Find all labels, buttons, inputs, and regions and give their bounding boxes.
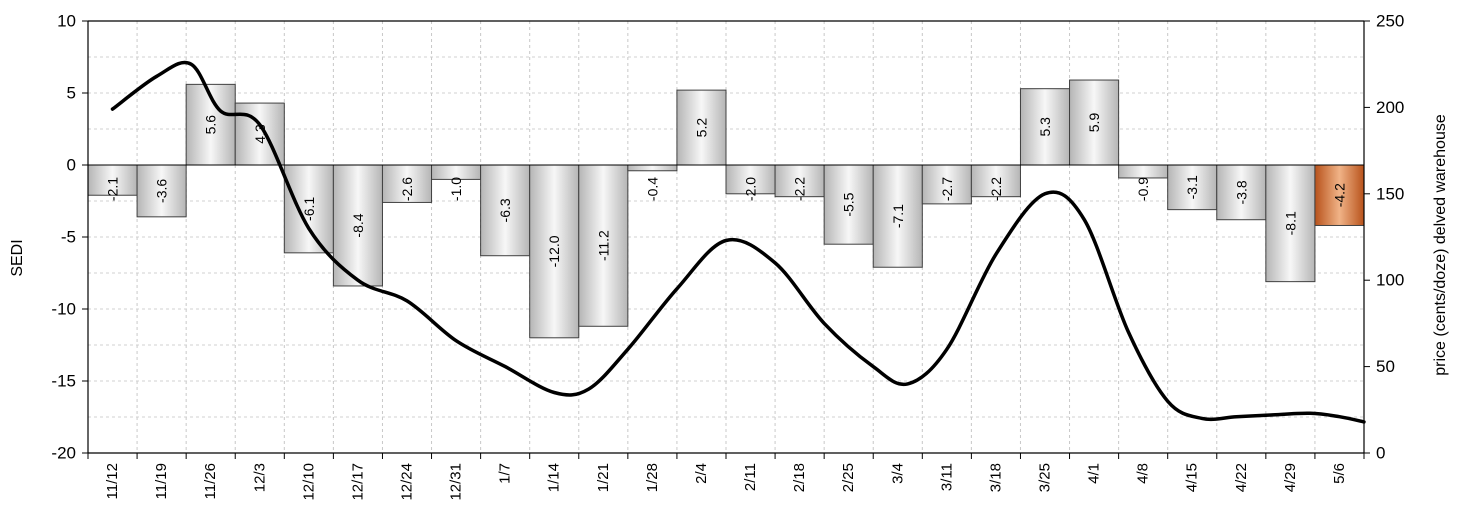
bar-data-label: -0.9 — [1135, 177, 1151, 201]
bar-3-4 — [872, 164, 923, 268]
x-tick-label: 2/18 — [791, 463, 808, 492]
bar-data-label: -8.4 — [350, 213, 366, 237]
bar-data-label: -12.0 — [546, 235, 562, 267]
x-tick-label: 1/28 — [644, 463, 661, 492]
x-tick-label: 4/22 — [1233, 463, 1250, 492]
left-tick-label: -10 — [51, 300, 76, 319]
x-axis-ticks: 11/12 11/19 11/26 12/3 12/10 12/17 12/24 12/31 1… — [87, 453, 1365, 501]
bar-12-10 — [283, 164, 334, 254]
bar-2-11 — [725, 164, 776, 195]
bar-data-label: -2.2 — [792, 177, 808, 201]
price-line-series — [110, 60, 1366, 424]
bar-data-label: -2.2 — [988, 177, 1004, 201]
right-tick-label: 150 — [1376, 184, 1404, 203]
bar-data-label: 5.6 — [203, 115, 219, 135]
bar-data-label: -5.5 — [841, 192, 857, 216]
x-tick-label: 4/15 — [1184, 463, 1201, 492]
bar-2-4 — [676, 89, 727, 166]
bar-data-label: -6.1 — [301, 197, 317, 221]
x-tick-label: 1/14 — [546, 463, 563, 492]
bar-data-label: -2.0 — [743, 177, 759, 201]
bar-4-1 — [1069, 79, 1120, 166]
x-tick-label: 3/25 — [1037, 463, 1054, 492]
y-axis-title: SEDI — [9, 239, 26, 276]
x-tick-label: 3/4 — [889, 463, 906, 484]
bar-data-label: -11.2 — [595, 230, 611, 261]
x-tick-label: 2/25 — [840, 463, 857, 492]
left-tick-label: 5 — [67, 84, 76, 103]
bar-4-8 — [1118, 164, 1169, 179]
right-axis-ticks: 250 200 150 100 50 0 — [1364, 12, 1404, 463]
bar-data-label: -7.1 — [890, 204, 906, 228]
bar-data-label: 5.9 — [1086, 113, 1102, 133]
x-tick-label: 3/18 — [987, 463, 1004, 492]
left-tick-label: 10 — [57, 12, 76, 31]
bar-4-22 — [1216, 164, 1267, 221]
bar-data-label: 5.2 — [694, 118, 710, 138]
left-tick-label: -15 — [51, 372, 76, 391]
grid-lines — [88, 20, 1364, 454]
bar-2-25 — [823, 164, 874, 245]
x-tick-label: 12/24 — [399, 463, 416, 501]
x-tick-label: 1/21 — [595, 463, 612, 492]
left-tick-label: -20 — [51, 444, 76, 463]
bar-data-label: 4.3 — [252, 124, 268, 144]
x-tick-label: 2/11 — [742, 463, 759, 491]
x-tick-label: 5/6 — [1331, 463, 1348, 484]
bar-1-14 — [529, 164, 580, 339]
bar-data-label: -2.7 — [939, 177, 955, 201]
bar-1-7 — [480, 164, 531, 257]
bar-4-15 — [1167, 164, 1218, 211]
bar-1-28 — [627, 164, 678, 172]
bar-data-label: -1.0 — [448, 177, 464, 201]
x-tick-label: 11/19 — [153, 463, 170, 499]
x-tick-label: 12/31 — [448, 463, 465, 501]
bar-4-29 — [1265, 164, 1316, 283]
bar-data-label: -8.1 — [1282, 211, 1298, 235]
bar-data-labels: -2.1 -3.6 5.6 4.3 -6.1 -8.4 -2.6 -1.0 -6.3 -12.0 -… — [105, 113, 1348, 268]
x-tick-label: 11/26 — [202, 463, 219, 499]
x-tick-label: 2/4 — [693, 463, 710, 484]
bar-data-label: -3.1 — [1184, 175, 1200, 199]
bar-data-label: -3.6 — [154, 179, 170, 203]
bar-data-label: -2.1 — [105, 177, 121, 201]
left-tick-label: -5 — [61, 228, 76, 247]
x-tick-label: 4/1 — [1086, 463, 1103, 484]
bar-data-label: -4.2 — [1332, 183, 1348, 207]
x-tick-label: 12/3 — [251, 463, 268, 492]
bar-data-label: -3.8 — [1233, 180, 1249, 204]
bar-12-24 — [381, 164, 433, 203]
x-tick-label: 12/17 — [349, 463, 366, 501]
bar-2-18 — [774, 164, 825, 198]
bar-3-11 — [921, 164, 972, 205]
x-tick-label: 1/7 — [497, 463, 514, 484]
bar-data-label: 5.3 — [1037, 117, 1053, 137]
right-tick-label: 50 — [1376, 357, 1395, 376]
x-tick-label: 4/29 — [1282, 463, 1299, 492]
x-tick-label: 3/11 — [938, 463, 955, 491]
bar-data-label: -6.3 — [497, 198, 513, 222]
right-tick-label: 0 — [1376, 444, 1385, 463]
x-tick-label: 11/12 — [104, 463, 121, 499]
right-tick-label: 250 — [1376, 12, 1404, 31]
right-tick-label: 100 — [1376, 271, 1404, 290]
bar-data-label: -0.4 — [644, 177, 660, 201]
price-line — [110, 60, 1366, 424]
right-tick-label: 200 — [1376, 98, 1404, 117]
y2-axis-title: price (cents/doze) delved warehouse — [1432, 114, 1449, 376]
bar-data-label: -2.6 — [399, 177, 415, 201]
bar-1-21 — [578, 164, 629, 327]
x-tick-label: 4/8 — [1135, 463, 1152, 484]
bar-3-18 — [970, 164, 1021, 198]
left-tick-label: 0 — [67, 156, 76, 175]
left-axis-ticks: 10 5 0 -5 -10 -15 -20 — [51, 12, 88, 463]
x-tick-label: 12/10 — [300, 463, 317, 501]
